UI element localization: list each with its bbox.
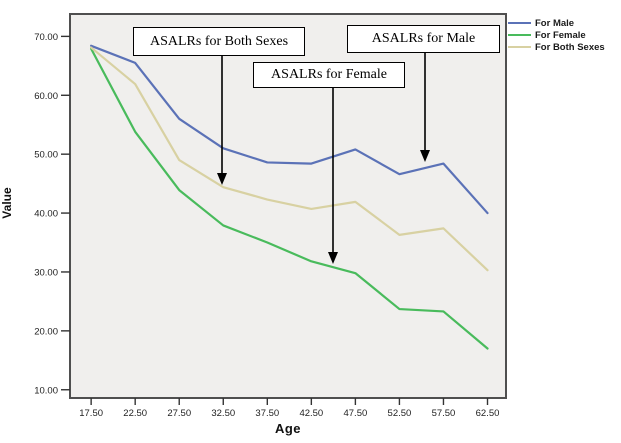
annotation-arrow [420, 53, 430, 162]
x-axis-ticks: 17.50 22.50 27.50 32.50 37.50 42.50 47.50 52.50… [79, 398, 499, 419]
svg-text:70.00: 70.00 [34, 32, 58, 43]
svg-text:57.50: 57.50 [432, 408, 456, 419]
svg-text:52.50: 52.50 [388, 408, 412, 419]
y-axis-ticks: 10.00 20.00 30.00 40.00 50.00 60.00 70.00 [34, 32, 70, 396]
x-axis-title: Age [274, 421, 302, 436]
svg-text:37.50: 37.50 [255, 408, 279, 419]
legend-item: For Female [508, 29, 605, 41]
legend-line-swatch [508, 22, 531, 24]
legend-line-swatch [508, 34, 531, 36]
svg-text:22.50: 22.50 [123, 408, 147, 419]
legend-line-swatch [508, 46, 531, 48]
svg-text:60.00: 60.00 [34, 91, 58, 102]
annotation-arrow [217, 56, 227, 185]
series-line-for-both-sexes [90, 46, 489, 272]
legend: For Male For Female For Both Sexes [508, 18, 605, 54]
series-line-for-female [90, 47, 489, 350]
legend-item: For Male [508, 17, 605, 29]
legend-label: For Female [535, 29, 586, 41]
svg-text:50.00: 50.00 [34, 150, 58, 161]
y-axis-title: Value [0, 187, 14, 219]
annotation-arrow [328, 88, 338, 264]
svg-text:42.50: 42.50 [299, 408, 323, 419]
annotation-box-male: ASALRs for Male [347, 25, 500, 53]
legend-item: For Both Sexes [508, 41, 605, 53]
annotation-box-female: ASALRs for Female [253, 62, 405, 88]
svg-text:40.00: 40.00 [34, 209, 58, 220]
svg-text:17.50: 17.50 [79, 408, 103, 419]
svg-text:30.00: 30.00 [34, 267, 58, 278]
series-line-for-male [90, 44, 489, 215]
legend-label: For Male [535, 17, 575, 29]
svg-text:32.50: 32.50 [211, 408, 235, 419]
svg-text:27.50: 27.50 [167, 408, 191, 419]
svg-text:10.00: 10.00 [34, 385, 58, 396]
svg-text:47.50: 47.50 [343, 408, 367, 419]
annotation-box-both-sexes: ASALRs for Both Sexes [133, 27, 305, 56]
legend-label: For Both Sexes [535, 41, 605, 53]
svg-text:62.50: 62.50 [476, 408, 500, 419]
svg-text:20.00: 20.00 [34, 326, 58, 337]
